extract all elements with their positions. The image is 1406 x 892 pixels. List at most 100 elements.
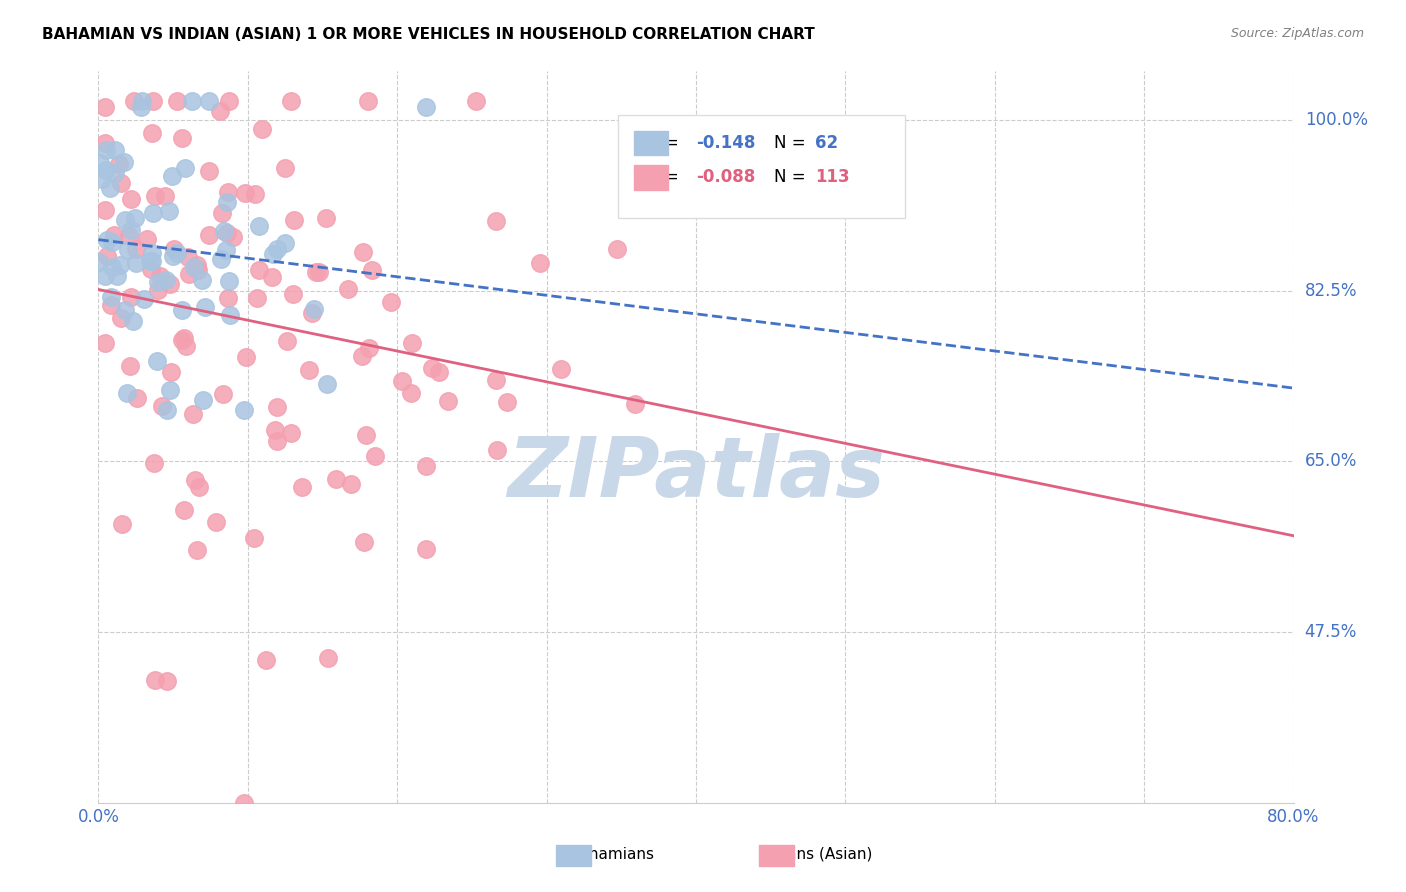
Point xyxy=(122,313,145,327)
Point xyxy=(208,103,231,118)
Point xyxy=(163,242,186,256)
Point xyxy=(218,274,240,288)
Point xyxy=(156,674,179,689)
Point xyxy=(186,542,208,557)
Point xyxy=(485,214,508,228)
Point xyxy=(89,156,111,170)
Point xyxy=(401,386,423,401)
FancyBboxPatch shape xyxy=(634,130,668,155)
Point xyxy=(101,260,124,274)
Point xyxy=(120,223,142,237)
Point xyxy=(125,391,148,405)
Point xyxy=(139,253,162,268)
Point xyxy=(108,157,131,171)
Point xyxy=(91,172,114,186)
Point xyxy=(215,226,238,240)
Point xyxy=(122,94,145,108)
Point xyxy=(247,219,270,234)
Point xyxy=(155,273,177,287)
Point xyxy=(262,269,284,284)
Point xyxy=(141,245,163,260)
Point xyxy=(465,94,488,108)
Point xyxy=(218,94,240,108)
FancyBboxPatch shape xyxy=(759,846,794,866)
Point xyxy=(115,385,138,400)
Point xyxy=(87,254,110,268)
Point xyxy=(136,232,159,246)
Point xyxy=(156,403,179,417)
Text: Bahamians: Bahamians xyxy=(569,847,655,862)
Point xyxy=(364,449,387,463)
Point xyxy=(149,268,172,283)
Point xyxy=(243,187,266,202)
Point xyxy=(247,262,270,277)
Point xyxy=(280,94,302,108)
Text: Indians (Asian): Indians (Asian) xyxy=(759,847,872,862)
Point xyxy=(187,480,209,494)
Point xyxy=(380,295,402,310)
Point xyxy=(354,428,377,442)
Point xyxy=(336,281,359,295)
Point xyxy=(357,341,380,355)
Point xyxy=(96,249,118,263)
Point xyxy=(103,228,125,243)
Point xyxy=(198,164,221,178)
Point xyxy=(125,242,148,256)
FancyBboxPatch shape xyxy=(557,846,591,866)
Point xyxy=(550,362,572,376)
Point xyxy=(415,100,437,114)
Point xyxy=(194,300,217,314)
Point xyxy=(211,205,233,219)
Point xyxy=(181,407,204,421)
Point xyxy=(291,480,314,494)
Point xyxy=(305,265,328,279)
Point xyxy=(485,442,508,457)
Point xyxy=(401,336,423,351)
Point xyxy=(94,100,117,114)
Point xyxy=(325,472,347,486)
Point xyxy=(166,94,188,108)
Point xyxy=(361,262,384,277)
Point xyxy=(141,126,163,140)
Point xyxy=(114,212,136,227)
Point xyxy=(623,397,645,411)
Point xyxy=(352,350,374,364)
Point xyxy=(274,235,297,250)
Point xyxy=(215,243,238,257)
Point xyxy=(302,301,325,316)
Text: R =: R = xyxy=(648,169,685,186)
Point xyxy=(145,189,167,203)
Point xyxy=(276,334,298,348)
Point xyxy=(110,310,132,325)
Point xyxy=(485,374,508,388)
Point xyxy=(212,224,235,238)
Point xyxy=(153,188,176,202)
Point xyxy=(193,392,215,407)
Point xyxy=(177,250,200,264)
Text: 47.5%: 47.5% xyxy=(1305,624,1357,641)
Point xyxy=(172,303,194,318)
Point xyxy=(266,434,288,448)
Point xyxy=(157,203,180,218)
Point xyxy=(117,243,139,257)
Point xyxy=(264,423,287,437)
Point xyxy=(391,374,413,388)
Point xyxy=(215,195,238,210)
Point xyxy=(217,291,239,305)
Point xyxy=(112,155,135,169)
Point xyxy=(124,211,146,225)
Point xyxy=(183,260,205,275)
Point xyxy=(111,516,134,531)
Point xyxy=(132,292,155,306)
Point xyxy=(420,360,443,375)
Point xyxy=(114,302,136,317)
Point xyxy=(529,255,551,269)
Point xyxy=(124,256,146,270)
Point xyxy=(160,169,183,183)
Point xyxy=(352,245,374,260)
Point xyxy=(142,206,165,220)
Point xyxy=(298,363,321,377)
Point xyxy=(427,365,450,379)
Text: 62: 62 xyxy=(815,134,838,152)
Point xyxy=(94,202,117,217)
